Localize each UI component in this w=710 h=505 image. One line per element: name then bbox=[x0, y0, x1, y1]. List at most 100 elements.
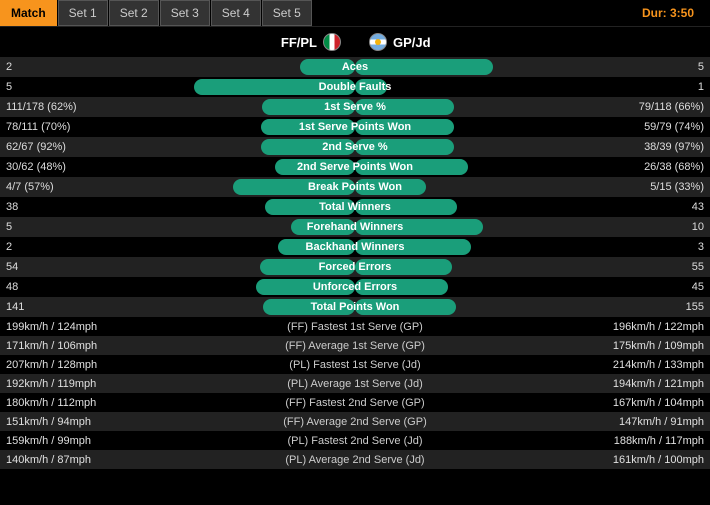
speed-left: 199km/h / 124mph bbox=[0, 321, 200, 333]
stats-table: 2 Aces 5 5 Double Faults 1 111/178 (62%) 1st Se… bbox=[0, 57, 710, 317]
stat-label: Forced Errors bbox=[319, 261, 392, 273]
stat-row: 78/111 (70%)1st Serve Points Won59/79 (7… bbox=[0, 117, 710, 137]
team-right: GP/Jd bbox=[355, 33, 710, 51]
tab-set-1[interactable]: Set 1 bbox=[58, 0, 108, 26]
stat-left-value: 2 bbox=[0, 61, 120, 73]
speed-label: (PL) Average 1st Serve (Jd) bbox=[200, 378, 510, 390]
stat-label: 2nd Serve Points Won bbox=[297, 161, 413, 173]
speed-right: 175km/h / 109mph bbox=[510, 340, 710, 352]
stat-bar-zone: 1st Serve % bbox=[120, 97, 590, 117]
stat-bar-zone: Unforced Errors bbox=[120, 277, 590, 297]
stat-row: 30/62 (48%)2nd Serve Points Won26/38 (68… bbox=[0, 157, 710, 177]
stat-row: 2Backhand Winners3 bbox=[0, 237, 710, 257]
speed-label: (FF) Fastest 2nd Serve (GP) bbox=[200, 397, 510, 409]
flag-left-icon bbox=[323, 33, 341, 51]
duration-label: Dur: 3:50 bbox=[642, 6, 710, 20]
stat-label: Aces bbox=[342, 61, 368, 73]
speed-right: 167km/h / 104mph bbox=[510, 397, 710, 409]
speed-row: 151km/h / 94mph(FF) Average 2nd Serve (G… bbox=[0, 412, 710, 431]
team-left: FF/PL bbox=[0, 33, 355, 51]
stat-right-value: 1 bbox=[590, 81, 710, 93]
tab-set-4[interactable]: Set 4 bbox=[211, 0, 261, 26]
stat-row: 48 Unforced Errors 45 bbox=[0, 277, 710, 297]
speeds-table: 199km/h / 124mph(FF) Fastest 1st Serve (… bbox=[0, 317, 710, 469]
stat-label: Double Faults bbox=[319, 81, 392, 93]
stat-bar-zone: Total Points Won bbox=[120, 297, 590, 317]
stat-right-value: 26/38 (68%) bbox=[590, 161, 710, 173]
stat-left-value: 48 bbox=[0, 281, 120, 293]
speed-right: 194km/h / 121mph bbox=[510, 378, 710, 390]
speed-row: 207km/h / 128mph(PL) Fastest 1st Serve (… bbox=[0, 355, 710, 374]
tab-set-2[interactable]: Set 2 bbox=[109, 0, 159, 26]
stat-row: 111/178 (62%) 1st Serve % 79/118 (66%) bbox=[0, 97, 710, 117]
team-left-name: FF/PL bbox=[281, 35, 317, 50]
tab-match[interactable]: Match bbox=[0, 0, 57, 26]
stat-row: 38 Total Winners 43 bbox=[0, 197, 710, 217]
speed-row: 140km/h / 87mph(PL) Average 2nd Serve (J… bbox=[0, 450, 710, 469]
speed-left: 180km/h / 112mph bbox=[0, 397, 200, 409]
speed-right: 188km/h / 117mph bbox=[510, 435, 710, 447]
flag-right-icon bbox=[369, 33, 387, 51]
stat-row: 141 Total Points Won 155 bbox=[0, 297, 710, 317]
stat-left-value: 5 bbox=[0, 81, 120, 93]
speed-right: 214km/h / 133mph bbox=[510, 359, 710, 371]
stat-left-value: 111/178 (62%) bbox=[0, 101, 120, 113]
tab-set-5[interactable]: Set 5 bbox=[262, 0, 312, 26]
stat-bar-zone: Aces bbox=[120, 57, 590, 77]
stat-row: 2 Aces 5 bbox=[0, 57, 710, 77]
speed-left: 171km/h / 106mph bbox=[0, 340, 200, 352]
stat-label: Break Points Won bbox=[308, 181, 402, 193]
stat-left-value: 78/111 (70%) bbox=[0, 121, 120, 133]
speed-right: 196km/h / 122mph bbox=[510, 321, 710, 333]
speed-label: (PL) Fastest 1st Serve (Jd) bbox=[200, 359, 510, 371]
stat-bar-zone: 1st Serve Points Won bbox=[120, 117, 590, 137]
stat-label: 1st Serve Points Won bbox=[299, 121, 411, 133]
stat-bar-zone: Backhand Winners bbox=[120, 237, 590, 257]
speed-row: 171km/h / 106mph(FF) Average 1st Serve (… bbox=[0, 336, 710, 355]
stat-row: 5Forehand Winners10 bbox=[0, 217, 710, 237]
stat-bar-zone: 2nd Serve % bbox=[120, 137, 590, 157]
speed-label: (PL) Fastest 2nd Serve (Jd) bbox=[200, 435, 510, 447]
stat-label: Forehand Winners bbox=[307, 221, 403, 233]
stat-right-value: 155 bbox=[590, 301, 710, 313]
stat-label: Total Winners bbox=[319, 201, 391, 213]
stat-left-value: 141 bbox=[0, 301, 120, 313]
stat-left-value: 38 bbox=[0, 201, 120, 213]
stat-bar-right bbox=[355, 59, 493, 75]
stat-right-value: 43 bbox=[590, 201, 710, 213]
stat-label: Unforced Errors bbox=[313, 281, 397, 293]
speed-row: 192km/h / 119mph(PL) Average 1st Serve (… bbox=[0, 374, 710, 393]
stat-left-value: 4/7 (57%) bbox=[0, 181, 120, 193]
stat-bar-zone: 2nd Serve Points Won bbox=[120, 157, 590, 177]
stat-right-value: 38/39 (97%) bbox=[590, 141, 710, 153]
speed-row: 159km/h / 99mph(PL) Fastest 2nd Serve (J… bbox=[0, 431, 710, 450]
stat-left-value: 54 bbox=[0, 261, 120, 273]
stat-label: 2nd Serve % bbox=[322, 141, 387, 153]
stat-bar-zone: Break Points Won bbox=[120, 177, 590, 197]
stat-right-value: 5/15 (33%) bbox=[590, 181, 710, 193]
speed-label: (PL) Average 2nd Serve (Jd) bbox=[200, 454, 510, 466]
speed-label: (FF) Fastest 1st Serve (GP) bbox=[200, 321, 510, 333]
stat-right-value: 45 bbox=[590, 281, 710, 293]
speed-left: 192km/h / 119mph bbox=[0, 378, 200, 390]
speed-left: 207km/h / 128mph bbox=[0, 359, 200, 371]
stat-bar-zone: Forced Errors bbox=[120, 257, 590, 277]
speed-label: (FF) Average 2nd Serve (GP) bbox=[200, 416, 510, 428]
speed-left: 140km/h / 87mph bbox=[0, 454, 200, 466]
stat-bar-zone: Double Faults bbox=[120, 77, 590, 97]
stat-left-value: 62/67 (92%) bbox=[0, 141, 120, 153]
speed-label: (FF) Average 1st Serve (GP) bbox=[200, 340, 510, 352]
stat-right-value: 79/118 (66%) bbox=[590, 101, 710, 113]
stat-right-value: 3 bbox=[590, 241, 710, 253]
stat-right-value: 10 bbox=[590, 221, 710, 233]
speed-right: 147km/h / 91mph bbox=[510, 416, 710, 428]
speed-left: 151km/h / 94mph bbox=[0, 416, 200, 428]
stat-row: 54Forced Errors55 bbox=[0, 257, 710, 277]
stat-row: 5 Double Faults 1 bbox=[0, 77, 710, 97]
tab-set-3[interactable]: Set 3 bbox=[160, 0, 210, 26]
stat-bar-zone: Forehand Winners bbox=[120, 217, 590, 237]
stat-label: 1st Serve % bbox=[324, 101, 386, 113]
speed-row: 199km/h / 124mph(FF) Fastest 1st Serve (… bbox=[0, 317, 710, 336]
stat-right-value: 5 bbox=[590, 61, 710, 73]
stat-label: Total Points Won bbox=[311, 301, 400, 313]
